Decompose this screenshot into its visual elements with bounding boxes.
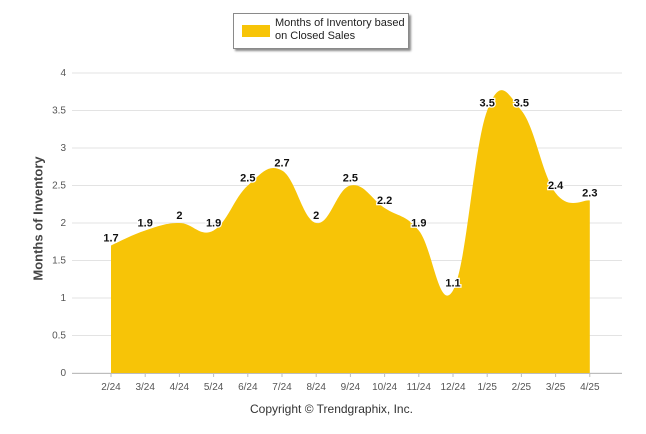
y-tick-label: 2.5 [52,181,66,192]
y-tick-label: 3 [60,143,66,154]
data-label: 2 [176,210,182,222]
series-area [111,90,590,374]
x-tick-label: 12/24 [440,382,465,393]
x-tick-label: 2/25 [512,382,532,393]
data-labels: 1.7 1.9 2 1.9 2.5 2.7 2 2.5 2.2 1.9 1.1 3.5 3.5 2.4 2.… [102,96,599,291]
data-label: 2.4 [548,180,564,192]
data-label: 2.2 [377,195,392,207]
y-tick-label: 1.5 [52,256,66,267]
x-tick-label: 7/24 [272,382,292,393]
data-label: 1.1 [445,278,460,290]
legend-swatch [242,25,270,37]
data-label: 3.5 [480,98,495,110]
data-label: 2.3 [582,188,597,200]
data-label: 2 [313,210,319,222]
x-tick-label: 10/24 [372,382,397,393]
x-axis-ticks: 2/24 3/24 4/24 5/24 6/24 7/24 8/24 9/24 10/24 11/… [101,373,600,393]
y-tick-label: 0.5 [52,331,66,342]
copyright: Copyright © Trendgraphix, Inc. [250,402,413,416]
y-tick-label: 3.5 [52,106,66,117]
x-tick-label: 3/24 [135,382,155,393]
y-tick-label: 1 [60,293,66,304]
x-tick-label: 9/24 [341,382,361,393]
x-tick-label: 6/24 [238,382,258,393]
legend: Months of Inventory based on Closed Sale… [233,13,409,49]
x-tick-label: 1/25 [477,382,497,393]
data-label: 1.9 [206,218,221,230]
data-label: 3.5 [514,98,529,110]
data-label: 2.5 [343,173,358,185]
y-tick-label: 2 [60,218,66,229]
data-label: 2.5 [240,173,255,185]
data-label: 1.7 [103,233,118,245]
x-tick-label: 4/24 [170,382,190,393]
y-axis-title: Months of Inventory [30,156,46,281]
y-tick-label: 0 [60,368,66,379]
x-tick-label: 11/24 [407,382,432,393]
data-label: 2.7 [274,158,289,170]
x-tick-label: 5/24 [204,382,224,393]
y-tick-label: 4 [60,68,66,79]
area-fill [111,90,590,374]
x-tick-label: 8/24 [306,382,326,393]
data-label: 1.9 [411,218,426,230]
x-tick-label: 4/25 [580,382,600,393]
y-axis-ticks: 0 0.5 1 1.5 2 2.5 3 3.5 4 [52,68,66,379]
x-tick-label: 3/25 [546,382,566,393]
legend-label: Months of Inventory based on Closed Sale… [275,17,405,42]
data-label: 1.9 [138,218,153,230]
x-tick-label: 2/24 [101,382,121,393]
